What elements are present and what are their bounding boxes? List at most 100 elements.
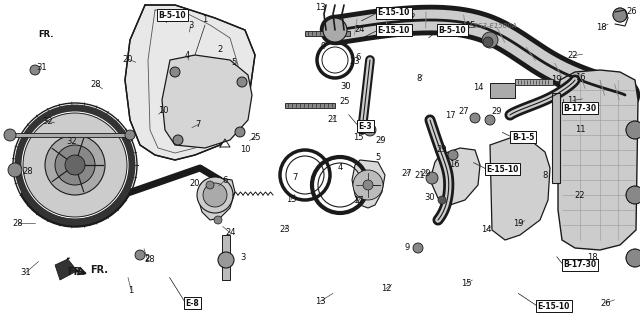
Text: 16: 16 [449,160,460,169]
Text: 28: 28 [22,167,33,176]
Circle shape [626,121,640,139]
Text: 25: 25 [251,133,261,142]
Text: 20: 20 [123,55,133,63]
Text: 19: 19 [513,219,524,228]
Text: 29: 29 [376,136,386,145]
Text: B-1-5: B-1-5 [512,133,534,142]
Text: 30: 30 [340,82,351,91]
Polygon shape [162,55,252,148]
Text: 19: 19 [551,76,561,85]
Polygon shape [198,178,235,220]
Text: 25: 25 [340,98,350,107]
Text: 27: 27 [459,108,469,116]
Circle shape [45,135,105,195]
Text: 15: 15 [286,195,296,204]
Text: E-15-10: E-15-10 [538,302,570,311]
Bar [285,102,335,108]
Text: 11: 11 [568,96,578,105]
Circle shape [23,113,127,217]
Text: B-17-30: B-17-30 [563,104,596,113]
Circle shape [470,113,480,123]
Text: 1: 1 [129,286,134,295]
Text: E-15-10: E-15-10 [378,8,410,17]
Text: 12: 12 [404,13,415,23]
Circle shape [363,180,373,190]
Circle shape [135,250,145,260]
Circle shape [364,124,376,136]
Polygon shape [558,70,638,250]
Text: 10: 10 [240,145,250,154]
Text: 7: 7 [196,120,201,129]
Text: 27: 27 [401,169,412,178]
Text: 9: 9 [321,42,326,51]
Text: 20: 20 [189,179,200,188]
Text: 4: 4 [184,51,189,60]
Text: 23: 23 [280,225,290,234]
Text: E-3: E-3 [358,122,372,130]
Text: 14: 14 [481,225,492,234]
Circle shape [214,216,222,224]
Bar [490,83,515,98]
Text: 9: 9 [404,243,410,253]
Text: 11: 11 [575,125,585,135]
Text: 26: 26 [600,299,611,308]
Text: 15: 15 [465,20,476,29]
Bar [10,133,130,137]
Text: 21: 21 [328,115,338,124]
Circle shape [626,186,640,204]
Text: 29: 29 [420,169,431,178]
Text: S5S3-E1500A: S5S3-E1500A [470,23,518,28]
Circle shape [483,37,493,47]
Text: E-15-10: E-15-10 [378,26,410,35]
Circle shape [8,163,22,177]
Circle shape [482,32,498,48]
Circle shape [448,150,458,160]
Text: 16: 16 [575,73,586,83]
Circle shape [323,18,347,42]
Text: 1: 1 [202,16,207,25]
Circle shape [206,181,214,189]
Text: 24: 24 [355,26,365,34]
Text: 14: 14 [473,84,483,93]
Circle shape [55,145,95,185]
Text: B-5-10: B-5-10 [438,26,466,35]
Text: 6: 6 [223,176,228,185]
Circle shape [613,8,627,22]
Circle shape [438,196,446,204]
Circle shape [173,135,183,145]
Circle shape [197,177,233,213]
Circle shape [203,183,227,207]
Text: 21: 21 [415,170,425,180]
Text: 17: 17 [353,197,364,205]
Polygon shape [490,138,550,240]
Text: 13: 13 [315,297,325,306]
Text: 30: 30 [425,192,435,202]
Circle shape [235,127,245,137]
Circle shape [613,8,627,22]
Bar [222,234,230,279]
Text: 31: 31 [20,268,31,277]
Text: 6: 6 [355,54,361,63]
Circle shape [626,249,640,267]
Circle shape [353,170,383,200]
Text: 2: 2 [218,46,223,55]
Text: B-5-10: B-5-10 [159,11,186,20]
Text: 22: 22 [575,190,585,199]
Text: 8: 8 [542,170,548,180]
Text: B-17-30: B-17-30 [563,260,596,269]
Text: E-15-10: E-15-10 [486,165,519,174]
Text: 12: 12 [381,284,391,293]
Text: 5: 5 [231,58,236,67]
Text: 28: 28 [91,80,101,89]
Text: 29: 29 [492,108,502,116]
Text: 31: 31 [36,63,47,72]
Text: 3: 3 [240,254,246,263]
Text: 18: 18 [587,254,597,263]
Text: 4: 4 [337,164,342,173]
Text: 28: 28 [145,256,156,264]
Text: 18: 18 [596,23,607,32]
Text: E-8: E-8 [186,299,199,308]
Text: 7: 7 [292,174,298,182]
Text: 32: 32 [43,117,53,126]
Text: 23: 23 [349,57,360,66]
